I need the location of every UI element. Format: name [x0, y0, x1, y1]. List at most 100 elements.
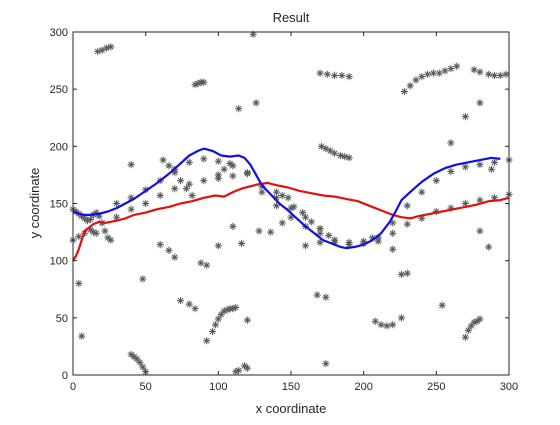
- scatter-group: [249, 30, 257, 38]
- scatter-point: [316, 238, 324, 246]
- y-tick-label: 50: [56, 313, 68, 325]
- scatter-point: [86, 226, 95, 234]
- scatter-point: [441, 67, 449, 75]
- x-tick-label: 200: [354, 381, 372, 393]
- scatter-group: [461, 113, 469, 121]
- scatter-point: [403, 202, 411, 210]
- scatter-point: [461, 163, 469, 171]
- scatter-point: [102, 44, 111, 52]
- scatter-point: [470, 66, 478, 74]
- scatter-point: [217, 310, 225, 319]
- scatter-point: [299, 209, 307, 217]
- scatter-group: [191, 305, 199, 313]
- scatter-point: [331, 238, 339, 246]
- scatter-point: [316, 69, 324, 77]
- scatter-point: [127, 194, 135, 202]
- scatter-group: [232, 366, 243, 376]
- scatter-point: [200, 155, 208, 163]
- scatter-point: [252, 99, 260, 107]
- scatter-group: [197, 259, 211, 269]
- scatter-point: [94, 47, 102, 56]
- scatter-group: [371, 317, 379, 325]
- scatter-group: [240, 362, 251, 372]
- scatter-group: [139, 275, 147, 283]
- scatter-point: [490, 194, 499, 202]
- scatter-point: [194, 79, 202, 88]
- scatter-point: [185, 180, 193, 188]
- scatter-group: [476, 227, 484, 235]
- y-tick-label: 150: [50, 199, 68, 211]
- scatter-point: [171, 169, 179, 177]
- scatter-point: [424, 70, 432, 78]
- scatter-group: [447, 139, 455, 147]
- scatter-point: [229, 172, 237, 180]
- scatter-group: [301, 242, 310, 250]
- scatter-point: [229, 162, 237, 170]
- scatter-group: [485, 243, 493, 251]
- scatter-group: [171, 253, 179, 261]
- scatter-point: [278, 191, 286, 200]
- scatter-point: [432, 207, 440, 216]
- scatter-group: [322, 359, 330, 368]
- scatter-group: [313, 291, 321, 299]
- scatter-point: [113, 199, 121, 208]
- series-line-red: [72, 181, 510, 262]
- scatter-point: [142, 199, 150, 208]
- y-tick-label: 200: [50, 141, 68, 153]
- scatter-point: [130, 353, 138, 361]
- scatter-point: [98, 46, 106, 54]
- scatter-group: [331, 238, 339, 246]
- scatter-point: [323, 70, 331, 78]
- scatter-group: [397, 269, 411, 278]
- scatter-group: [208, 303, 240, 336]
- scatter-group: [278, 219, 286, 227]
- scatter-point: [237, 239, 246, 248]
- scatter-group: [127, 161, 135, 169]
- scatter-point: [92, 209, 100, 217]
- scatter-group: [322, 293, 330, 301]
- scatter-point: [159, 156, 167, 164]
- scatter-point: [92, 229, 100, 237]
- scatter-point: [139, 363, 147, 371]
- scatter-point: [389, 219, 397, 227]
- scatter-point: [133, 355, 141, 363]
- series-line-blue: [72, 147, 501, 250]
- scatter-point: [139, 275, 147, 283]
- scatter-point: [249, 30, 257, 38]
- scatter-point: [200, 177, 208, 185]
- scatter-group: [368, 234, 376, 242]
- scatter-point: [203, 337, 211, 345]
- scatter-point: [214, 171, 222, 179]
- scatter-point: [156, 191, 164, 200]
- y-tick-label: 0: [62, 370, 68, 382]
- scatter-point: [322, 359, 330, 368]
- scatter-point: [331, 149, 339, 157]
- scatter-point: [389, 321, 397, 329]
- scatter-group: [316, 69, 353, 81]
- scatter-point: [502, 70, 510, 78]
- scatter-point: [496, 71, 504, 80]
- scatter-group: [316, 238, 324, 246]
- scatter-point: [240, 362, 249, 370]
- scatter-point: [476, 227, 484, 235]
- scatter-point: [81, 214, 89, 222]
- scatter-point: [476, 161, 484, 169]
- scatter-point: [191, 305, 199, 313]
- scatter-group: [485, 70, 510, 80]
- scatter-point: [490, 71, 499, 80]
- scatter-group: [185, 300, 193, 308]
- scatter-point: [229, 222, 237, 230]
- scatter-point: [476, 196, 484, 204]
- scatter-point: [272, 194, 281, 202]
- scatter-point: [284, 194, 292, 202]
- scatter-point: [89, 228, 97, 236]
- scatter-group: [243, 316, 251, 324]
- scatter-point: [313, 291, 321, 299]
- scatter-point: [127, 350, 135, 359]
- scatter-point: [86, 215, 95, 224]
- scatter-group: [78, 332, 86, 340]
- scatter-point: [226, 159, 234, 168]
- scatter-group: [400, 62, 461, 96]
